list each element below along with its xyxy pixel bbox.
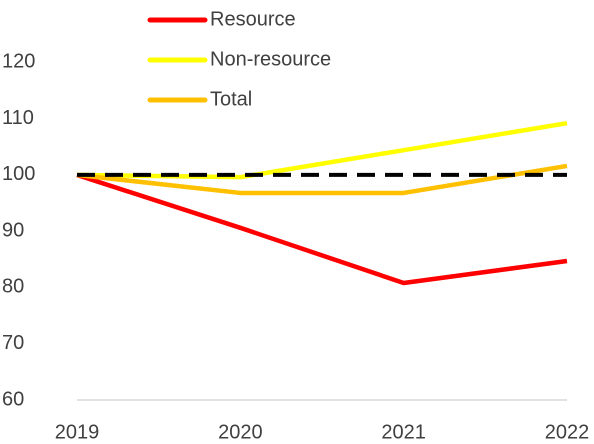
y-tick-label: 120 (2, 51, 35, 73)
x-tick-label: 2022 (545, 421, 590, 443)
x-tick-label: 2020 (218, 421, 263, 443)
legend-label: Non-resource (210, 48, 331, 70)
x-tick-label: 2019 (55, 421, 100, 443)
legend-label: Resource (210, 8, 296, 30)
x-tick-label: 2021 (381, 421, 426, 443)
series-line (76, 163, 568, 196)
y-tick-label: 80 (2, 276, 24, 298)
y-tick-label: 110 (2, 107, 34, 129)
y-tick-label: 70 (2, 332, 24, 354)
y-tick-label: 90 (2, 219, 24, 241)
legend-label: Total (210, 88, 252, 110)
y-tick-label: 60 (2, 388, 24, 410)
series-line (76, 120, 568, 180)
y-tick-label: 100 (2, 163, 35, 185)
series-line (76, 172, 568, 286)
